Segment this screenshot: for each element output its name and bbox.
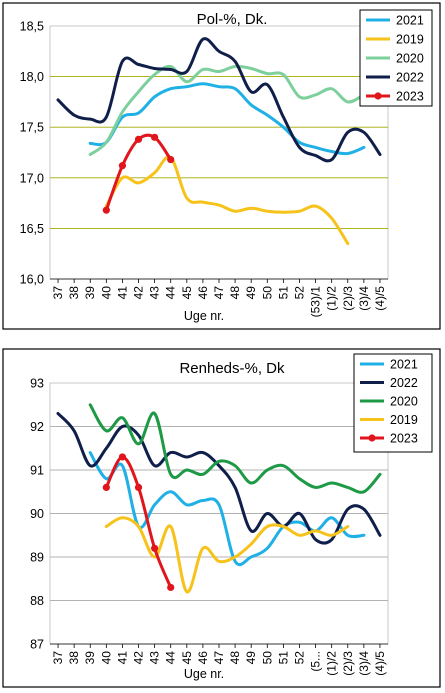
series-line-2019 xyxy=(104,155,350,246)
y-tick-label: 18,5 xyxy=(20,20,44,34)
x-tick-label: (5... xyxy=(309,651,323,672)
data-point-2023 xyxy=(167,583,175,592)
x-tick-label: (3)/4 xyxy=(357,651,371,676)
chart-panel-pol: 16,0 16,5 17,0 17,5 18,0 18,5 37 38 39 40 41 42 43 44… xyxy=(0,0,445,335)
y-tick-label: 18,0 xyxy=(20,70,44,84)
x-tick-label: 51 xyxy=(276,286,290,300)
data-point-2023 xyxy=(102,483,110,491)
x-tick-label: 38 xyxy=(67,286,81,300)
series-line-2022 xyxy=(56,412,382,545)
y-tick-label: 90 xyxy=(30,507,44,521)
legend-label: 2019 xyxy=(390,413,418,427)
x-tick-label: 40 xyxy=(99,651,113,665)
x-tick-label: 42 xyxy=(132,286,146,300)
series-line-2020 xyxy=(88,403,382,494)
legend-label: 2021 xyxy=(390,358,418,372)
y-tick-label: 16,5 xyxy=(20,222,44,236)
x-tick-label: 45 xyxy=(180,286,194,300)
data-point-2023 xyxy=(118,453,127,461)
legend-label: 2021 xyxy=(396,14,424,28)
x-tick-label: (1)/2 xyxy=(325,286,339,311)
legend-label: 2020 xyxy=(396,52,424,66)
y-tick-label: 93 xyxy=(30,377,44,391)
chart-title: Renheds-%, Dk xyxy=(179,360,285,377)
x-tick-label: 51 xyxy=(276,651,290,665)
legend xyxy=(353,353,433,453)
y-tick-label: 91 xyxy=(30,464,44,478)
x-tick-label: (53)/1 xyxy=(309,286,323,318)
data-point-2023 xyxy=(118,162,127,170)
x-tick-label: 39 xyxy=(83,651,97,665)
x-tick-label: 50 xyxy=(260,651,274,665)
x-tick-label: (2)/3 xyxy=(341,286,355,311)
legend-label: 2023 xyxy=(390,432,418,446)
y-tick-label: 16,0 xyxy=(20,273,44,287)
x-tick-label: (3)/4 xyxy=(357,286,371,311)
x-tick-label: 37 xyxy=(51,651,65,665)
x-tick-label: 46 xyxy=(196,651,210,665)
x-tick-label: (4)/5 xyxy=(373,286,387,311)
x-tick-label: 48 xyxy=(228,651,242,665)
x-tick-label: (2)/3 xyxy=(341,651,355,676)
legend-marker xyxy=(368,434,376,442)
y-tick-label: 17,5 xyxy=(20,121,44,135)
x-tick-label: 38 xyxy=(67,651,81,665)
series-line-2020 xyxy=(88,64,366,156)
y-tick-label: 88 xyxy=(30,594,44,608)
x-tick-label: 41 xyxy=(115,286,129,300)
legend-label: 2023 xyxy=(396,90,424,104)
x-axis-label: Uge nr. xyxy=(184,309,224,323)
chart-pol: 16,0 16,5 17,0 17,5 18,0 18,5 37 38 39 40 41 42 43 44… xyxy=(2,2,441,330)
x-tick-label: 44 xyxy=(164,286,178,300)
chart-renhed: 87 88 89 90 91 92 93 37 38 39 40 41 42 43 44 45 46 47 48 49… xyxy=(2,348,441,688)
chart-panel-renhed: 87 88 89 90 91 92 93 37 38 39 40 41 42 43 44 45 46 47 48 49… xyxy=(0,346,445,693)
x-tick-label: 52 xyxy=(292,286,306,300)
x-tick-label: 43 xyxy=(148,651,162,665)
legend-label: 2022 xyxy=(396,71,424,85)
x-tick-label: 37 xyxy=(51,286,65,300)
x-tick-label: 46 xyxy=(196,286,210,300)
y-tick-label: 89 xyxy=(30,551,44,565)
x-tick-label: 39 xyxy=(83,286,97,300)
x-tick-label: 52 xyxy=(292,651,306,665)
y-tick-label: 87 xyxy=(30,638,44,652)
x-tick-label: 44 xyxy=(164,651,178,665)
x-tick-label: 41 xyxy=(115,651,129,665)
legend-label: 2020 xyxy=(390,395,418,409)
data-point-2023 xyxy=(102,206,110,214)
x-tick-label: 50 xyxy=(260,286,274,300)
x-tick-label: 42 xyxy=(132,651,146,665)
data-point-2023 xyxy=(151,133,159,141)
x-tick-label: 45 xyxy=(180,651,194,665)
legend-label: 2022 xyxy=(390,376,418,390)
x-tick-label: 49 xyxy=(244,286,258,300)
x-tick-label: 43 xyxy=(148,286,162,300)
y-tick-label: 17,0 xyxy=(20,171,44,185)
series-line-2022 xyxy=(56,37,382,163)
data-point-2023 xyxy=(134,483,143,491)
legend-marker xyxy=(374,92,382,100)
x-tick-label: 48 xyxy=(228,286,242,300)
series-line-2021 xyxy=(88,82,366,156)
x-tick-label: 49 xyxy=(244,651,258,665)
data-point-2023 xyxy=(151,544,159,552)
chart-title: Pol-%, Dk. xyxy=(197,11,268,28)
data-point-2023 xyxy=(167,155,175,164)
x-tick-label: 40 xyxy=(99,286,113,300)
x-tick-label: 47 xyxy=(212,286,226,300)
data-point-2023 xyxy=(134,135,143,143)
x-tick-label: (1)/2 xyxy=(325,651,339,676)
x-tick-label: (4)/5 xyxy=(373,651,387,676)
y-tick-label: 92 xyxy=(30,420,44,434)
series-line-2019 xyxy=(104,516,350,594)
legend-label: 2019 xyxy=(396,33,424,47)
x-axis-label: Uge nr. xyxy=(184,667,224,681)
x-tick-label: 47 xyxy=(212,651,226,665)
